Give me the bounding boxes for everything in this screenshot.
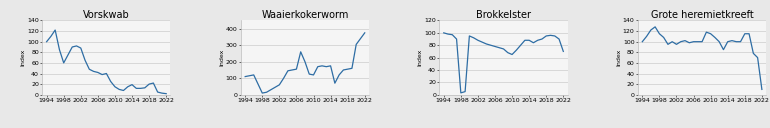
Y-axis label: Index: Index bbox=[418, 49, 423, 66]
Title: Waaierkokerworm: Waaierkokerworm bbox=[261, 10, 349, 20]
Title: Brokkelster: Brokkelster bbox=[476, 10, 531, 20]
Title: Grote heremietkreeft: Grote heremietkreeft bbox=[651, 10, 754, 20]
Y-axis label: Index: Index bbox=[219, 49, 224, 66]
Y-axis label: Index: Index bbox=[21, 49, 25, 66]
Y-axis label: Index: Index bbox=[617, 49, 621, 66]
Title: Vorskwab: Vorskwab bbox=[83, 10, 130, 20]
